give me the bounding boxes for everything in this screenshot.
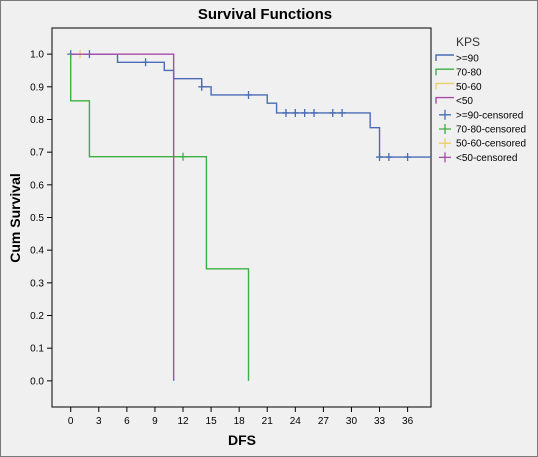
censor-mark-90 bbox=[310, 108, 318, 117]
x-tick-label: 18 bbox=[234, 416, 246, 427]
legend-swatch-70-80-censored bbox=[439, 124, 451, 134]
censor-mark-70-80 bbox=[179, 152, 187, 161]
y-tick-label: 1.0 bbox=[30, 50, 44, 61]
legend-label-50-60: 50-60 bbox=[456, 82, 482, 93]
censor-mark-90 bbox=[245, 90, 253, 99]
censor-mark-90 bbox=[376, 153, 384, 162]
x-tick-label: 21 bbox=[262, 416, 274, 427]
y-tick-label: 0.6 bbox=[30, 180, 44, 191]
legend: KPS >=90 70-80 50-60 <50 >=90-censored 70-80-… bbox=[435, 35, 526, 164]
x-tick-label: 3 bbox=[96, 416, 102, 427]
x-tick-label: 6 bbox=[124, 416, 130, 427]
censor-mark-90 bbox=[142, 58, 150, 67]
series-line-50 bbox=[70, 53, 175, 381]
series-line-70-80 bbox=[70, 54, 250, 381]
y-tick-label: 0.2 bbox=[30, 311, 44, 322]
x-tick-label: 9 bbox=[152, 416, 158, 427]
x-tick-label: 24 bbox=[290, 416, 302, 427]
y-tick-label: 0.5 bbox=[30, 213, 44, 224]
x-tick-label: 0 bbox=[68, 416, 74, 427]
legend-swatch-70-80 bbox=[435, 68, 454, 76]
x-tick-label: 30 bbox=[346, 416, 358, 427]
series-layer bbox=[67, 50, 431, 381]
x-tick-label: 12 bbox=[177, 416, 189, 427]
x-axis-label: DFS bbox=[228, 432, 256, 448]
legend-swatch-50-censored bbox=[439, 152, 451, 163]
censor-mark-90 bbox=[282, 108, 290, 117]
y-tick-label: 0.9 bbox=[30, 82, 44, 93]
x-axis: 0 3 6 9 12 15 18 21 24 27 30 33 36 bbox=[68, 407, 414, 427]
censor-mark-90 bbox=[198, 82, 206, 91]
series-line-90 bbox=[70, 53, 431, 158]
censor-mark-90 bbox=[291, 108, 299, 117]
censor-mark-90 bbox=[329, 108, 337, 117]
censor-mark-90 bbox=[385, 153, 393, 162]
plot-area bbox=[51, 27, 432, 408]
x-tick-label: 33 bbox=[374, 416, 386, 427]
y-tick-label: 0.3 bbox=[30, 278, 44, 289]
y-axis-label: Cum Survival bbox=[7, 173, 23, 262]
legend-label-50: <50 bbox=[456, 96, 473, 107]
y-tick-label: 0.0 bbox=[30, 376, 44, 387]
censor-mark-90 bbox=[338, 108, 346, 117]
legend-swatch-50-60 bbox=[435, 82, 454, 90]
legend-label-90: >=90 bbox=[456, 54, 479, 65]
y-tick-label: 0.4 bbox=[30, 246, 44, 257]
legend-swatch-50 bbox=[435, 96, 454, 104]
chart-title: Survival Functions bbox=[198, 6, 332, 23]
legend-swatch-90-censored bbox=[439, 109, 451, 120]
legend-label-50-censored: <50-censored bbox=[456, 153, 517, 164]
y-axis: 0.0 0.1 0.2 0.3 0.4 0.5 0.6 0.7 0.8 0.9 1.0 bbox=[30, 50, 52, 387]
legend-label-70-80-censored: 70-80-censored bbox=[456, 125, 526, 136]
legend-label-90-censored: >=90-censored bbox=[456, 110, 523, 121]
y-tick-label: 0.8 bbox=[30, 115, 44, 126]
x-tick-label: 15 bbox=[206, 416, 218, 427]
censor-mark-90 bbox=[301, 108, 309, 117]
legend-title: KPS bbox=[456, 35, 480, 49]
y-tick-label: 0.7 bbox=[30, 148, 44, 159]
legend-label-70-80: 70-80 bbox=[456, 68, 482, 79]
x-tick-label: 27 bbox=[318, 416, 330, 427]
legend-swatch-50-60-censored bbox=[439, 138, 451, 149]
x-tick-label: 36 bbox=[402, 416, 414, 427]
legend-label-50-60-censored: 50-60-censored bbox=[456, 139, 526, 150]
censor-mark-90 bbox=[404, 153, 412, 162]
legend-swatch-90 bbox=[435, 54, 454, 61]
y-tick-label: 0.1 bbox=[30, 344, 44, 355]
